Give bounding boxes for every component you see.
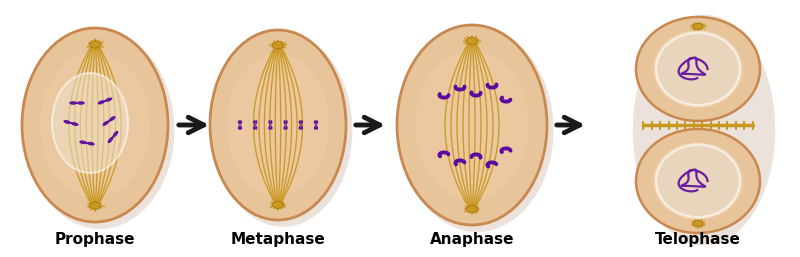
Ellipse shape — [270, 120, 273, 124]
Ellipse shape — [269, 124, 272, 126]
Ellipse shape — [316, 120, 318, 124]
Ellipse shape — [255, 126, 258, 130]
Ellipse shape — [76, 102, 78, 104]
Ellipse shape — [105, 97, 112, 102]
Ellipse shape — [466, 38, 478, 45]
Ellipse shape — [651, 30, 745, 108]
Ellipse shape — [636, 17, 760, 121]
Ellipse shape — [108, 137, 114, 143]
Ellipse shape — [268, 126, 270, 130]
Ellipse shape — [314, 120, 316, 124]
Ellipse shape — [86, 142, 88, 144]
Ellipse shape — [104, 100, 106, 102]
Ellipse shape — [112, 136, 114, 138]
Ellipse shape — [87, 142, 94, 145]
Ellipse shape — [270, 126, 273, 130]
Ellipse shape — [301, 126, 303, 130]
Ellipse shape — [651, 142, 745, 220]
Text: Anaphase: Anaphase — [430, 232, 514, 247]
Ellipse shape — [466, 205, 478, 213]
Ellipse shape — [108, 120, 110, 122]
Ellipse shape — [693, 221, 702, 227]
Ellipse shape — [253, 120, 255, 124]
Ellipse shape — [63, 120, 71, 124]
Ellipse shape — [22, 28, 168, 222]
Ellipse shape — [70, 122, 72, 124]
Text: Prophase: Prophase — [54, 232, 135, 247]
Ellipse shape — [284, 124, 287, 126]
Ellipse shape — [77, 101, 85, 105]
Ellipse shape — [255, 120, 258, 124]
Ellipse shape — [214, 33, 352, 227]
Ellipse shape — [69, 101, 77, 105]
Ellipse shape — [109, 116, 115, 122]
Ellipse shape — [238, 126, 240, 130]
Ellipse shape — [90, 202, 101, 209]
Text: Telophase: Telophase — [655, 232, 741, 247]
Ellipse shape — [40, 52, 150, 198]
Ellipse shape — [240, 120, 242, 124]
Ellipse shape — [314, 126, 316, 130]
Ellipse shape — [79, 140, 87, 144]
Ellipse shape — [286, 120, 288, 124]
Ellipse shape — [26, 31, 174, 229]
Ellipse shape — [301, 120, 303, 124]
Ellipse shape — [397, 25, 547, 225]
Ellipse shape — [268, 120, 270, 124]
Ellipse shape — [273, 42, 283, 49]
Ellipse shape — [298, 120, 301, 124]
Ellipse shape — [693, 23, 702, 30]
Ellipse shape — [273, 201, 283, 208]
Ellipse shape — [240, 126, 242, 130]
Ellipse shape — [401, 28, 554, 232]
Ellipse shape — [656, 145, 740, 217]
Ellipse shape — [90, 41, 101, 48]
Ellipse shape — [656, 33, 740, 105]
Ellipse shape — [210, 30, 346, 220]
Ellipse shape — [227, 54, 329, 196]
Ellipse shape — [238, 124, 242, 126]
Ellipse shape — [314, 124, 318, 126]
Ellipse shape — [98, 100, 105, 105]
Ellipse shape — [52, 73, 128, 173]
Ellipse shape — [416, 50, 528, 200]
Ellipse shape — [316, 126, 318, 130]
Ellipse shape — [71, 122, 78, 126]
Ellipse shape — [238, 120, 240, 124]
Ellipse shape — [283, 126, 286, 130]
Ellipse shape — [102, 121, 109, 126]
Text: Metaphase: Metaphase — [230, 232, 326, 247]
Ellipse shape — [254, 124, 257, 126]
Ellipse shape — [286, 126, 288, 130]
Ellipse shape — [633, 14, 775, 245]
Ellipse shape — [636, 129, 760, 233]
Ellipse shape — [253, 126, 255, 130]
Ellipse shape — [298, 126, 301, 130]
Ellipse shape — [113, 131, 118, 137]
Ellipse shape — [299, 124, 302, 126]
Ellipse shape — [283, 120, 286, 124]
